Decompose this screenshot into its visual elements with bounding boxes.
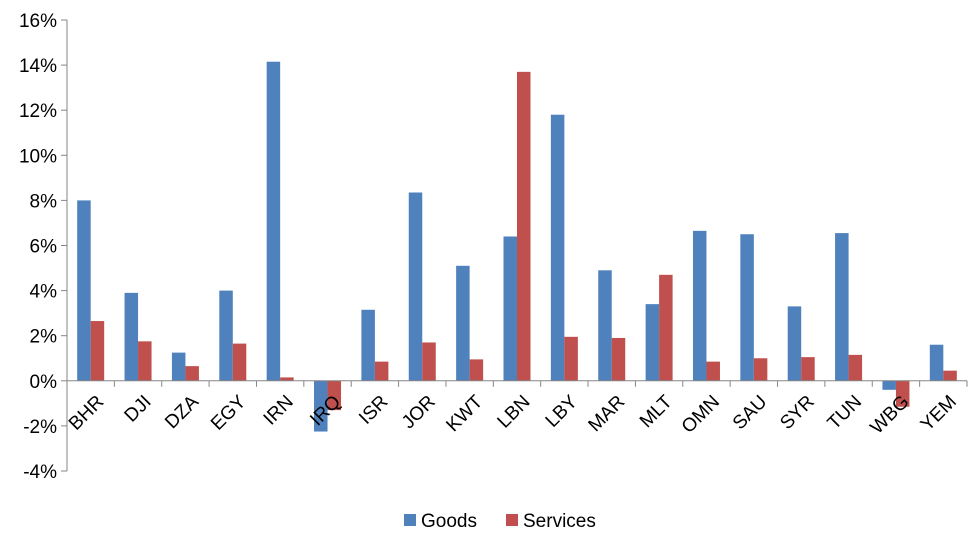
x-tick-label: OMN bbox=[678, 391, 724, 437]
y-tick-label: 8% bbox=[30, 191, 58, 212]
bar-goods-mlt bbox=[645, 304, 660, 381]
bar-goods-dji bbox=[124, 292, 139, 381]
x-tick-label: LBY bbox=[542, 391, 582, 431]
y-axis: -4% -2% 0% 2% 4% 6% 8% 10% 12% 14% 16% bbox=[19, 11, 68, 483]
bar-goods-yem bbox=[929, 344, 944, 381]
x-tick-label: KWT bbox=[442, 391, 487, 436]
bar-goods-dza bbox=[171, 352, 186, 381]
y-tick-label: 12% bbox=[19, 101, 57, 122]
bar-services-irq bbox=[327, 380, 342, 411]
bar-goods-kwt bbox=[456, 265, 470, 381]
bar-goods-bhr bbox=[77, 200, 91, 381]
x-tick-label: IRN bbox=[260, 391, 298, 429]
bar-services-isr bbox=[374, 361, 389, 381]
bar-goods-mar bbox=[598, 270, 612, 381]
y-tick-label: -4% bbox=[23, 462, 57, 483]
y-tick-label: -2% bbox=[23, 417, 57, 438]
bar-services-dji bbox=[138, 341, 152, 381]
bar-services-lbn bbox=[517, 71, 531, 381]
y-tick-label: 10% bbox=[19, 146, 57, 167]
bar-goods-tun bbox=[835, 233, 849, 381]
bar-goods-irq bbox=[314, 380, 328, 432]
bar-goods-lbn bbox=[503, 236, 517, 381]
legend-swatch-services bbox=[506, 514, 518, 526]
y-tick-label: 0% bbox=[30, 372, 58, 393]
bar-services-yem bbox=[943, 370, 957, 381]
bar-services-irn bbox=[280, 377, 294, 381]
x-tick-label: JOR bbox=[398, 391, 440, 433]
x-tick-label: ISR bbox=[355, 391, 392, 428]
bar-services-lby bbox=[564, 336, 578, 381]
bar-goods-isr bbox=[361, 309, 375, 381]
x-tick-label: MAR bbox=[585, 391, 630, 436]
bar-services-syr bbox=[801, 357, 815, 381]
x-tick-label: EGY bbox=[207, 391, 250, 434]
bar-services-jor bbox=[422, 342, 436, 381]
bar-goods-syr bbox=[787, 306, 802, 381]
bar-goods-irn bbox=[266, 61, 281, 381]
bar-goods-sau bbox=[740, 234, 754, 381]
y-tick-label: 2% bbox=[30, 327, 58, 348]
x-tick-label: TUN bbox=[824, 391, 866, 433]
x-tick-label: MLT bbox=[636, 391, 677, 432]
y-tick-label: 14% bbox=[19, 56, 57, 77]
bar-services-tun bbox=[848, 354, 863, 381]
bar-services-egy bbox=[232, 343, 247, 381]
x-tick-label: YEM bbox=[917, 391, 961, 435]
bar-services-mlt bbox=[659, 274, 673, 381]
bars bbox=[77, 61, 957, 432]
x-axis: BHR DJI DZA EGY IRN IRQ ISR JOR KWT LBN LBY MAR MLT O… bbox=[65, 380, 968, 438]
legend-swatch-goods bbox=[404, 514, 416, 526]
bar-goods-jor bbox=[408, 192, 423, 381]
x-tick-label: LBN bbox=[494, 391, 535, 432]
x-tick-label: SAU bbox=[729, 391, 771, 433]
y-tick-label: 6% bbox=[30, 237, 58, 258]
x-tick-label: SYR bbox=[776, 391, 818, 433]
legend: Goods Services bbox=[404, 511, 596, 532]
bar-goods-lby bbox=[550, 114, 565, 381]
bar-goods-omn bbox=[692, 230, 707, 381]
bar-services-bhr bbox=[90, 321, 105, 381]
bar-services-kwt bbox=[469, 359, 484, 381]
bar-services-sau bbox=[753, 358, 768, 381]
bar-services-omn bbox=[706, 361, 720, 381]
bar-services-mar bbox=[611, 337, 626, 381]
x-tick-label: DJI bbox=[121, 391, 156, 426]
bar-goods-egy bbox=[219, 290, 233, 381]
bar-goods-wbg bbox=[882, 380, 896, 390]
y-tick-label: 16% bbox=[19, 11, 57, 32]
legend-label-goods: Goods bbox=[421, 511, 477, 532]
bar-services-dza bbox=[185, 366, 199, 381]
y-tick-label: 4% bbox=[30, 282, 58, 303]
bar-services-wbg bbox=[895, 380, 910, 407]
x-tick-label: DZA bbox=[161, 391, 203, 433]
x-tick-label: BHR bbox=[65, 391, 108, 434]
legend-label-services: Services bbox=[523, 511, 596, 532]
